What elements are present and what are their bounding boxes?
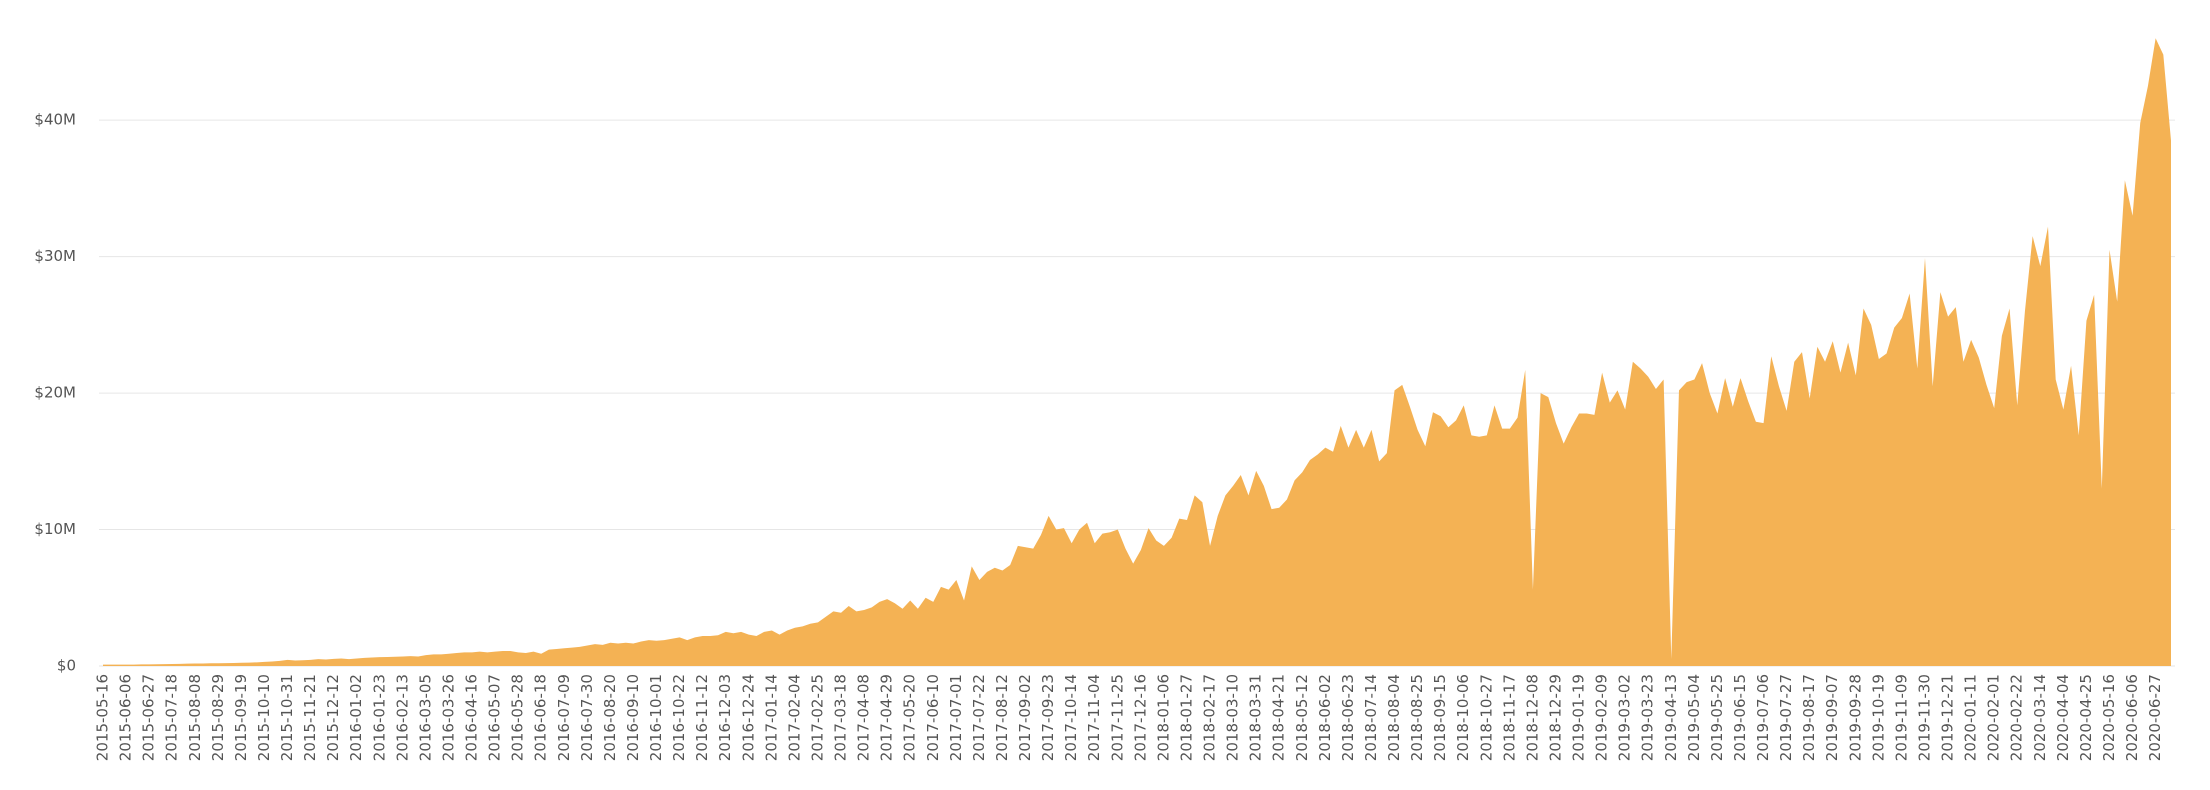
x-tick-label: 2016-10-01 — [647, 674, 665, 761]
x-tick-label: 2015-12-12 — [324, 674, 342, 761]
x-tick-label: 2018-11-17 — [1500, 674, 1518, 761]
x-tick-label: 2019-11-30 — [1915, 674, 1933, 761]
x-tick-label: 2018-08-04 — [1385, 674, 1403, 761]
x-tick-label: 2015-10-31 — [278, 674, 296, 761]
x-tick-label: 2020-05-16 — [2100, 674, 2118, 761]
x-tick-label: 2015-07-18 — [163, 674, 181, 761]
x-tick-label: 2020-04-25 — [2077, 674, 2095, 761]
x-tick-label: 2015-10-10 — [255, 674, 273, 761]
x-tick-label: 2019-01-19 — [1570, 674, 1588, 761]
x-tick-label: 2015-09-19 — [232, 674, 250, 761]
x-tick-label: 2016-12-03 — [716, 674, 734, 761]
x-tick-label: 2018-01-06 — [1154, 674, 1172, 761]
x-tick-label: 2018-05-12 — [1293, 674, 1311, 761]
x-tick-label: 2019-11-09 — [1892, 674, 1910, 761]
x-tick-label: 2020-06-06 — [2123, 674, 2141, 761]
x-tick-label: 2018-10-06 — [1454, 674, 1472, 761]
x-tick-label: 2017-10-14 — [1062, 674, 1080, 761]
x-tick-label: 2015-06-06 — [117, 674, 135, 761]
y-tick-label: $20M — [34, 384, 76, 402]
x-tick-label: 2018-04-21 — [1270, 674, 1288, 761]
y-tick-label: $30M — [34, 247, 76, 265]
x-tick-label: 2019-02-09 — [1593, 674, 1611, 761]
x-tick-label: 2017-02-04 — [785, 674, 803, 761]
x-tick-label: 2017-11-25 — [1108, 674, 1126, 761]
x-tick-label: 2018-12-08 — [1523, 674, 1541, 761]
x-tick-label: 2019-09-28 — [1846, 674, 1864, 761]
x-tick-label: 2017-08-12 — [993, 674, 1011, 761]
x-tick-label: 2016-02-13 — [393, 674, 411, 761]
x-tick-label: 2016-05-07 — [486, 674, 504, 761]
x-tick-label: 2020-02-22 — [2008, 674, 2026, 761]
x-tick-label: 2018-10-27 — [1477, 674, 1495, 761]
x-tick-label: 2016-08-20 — [601, 674, 619, 761]
x-tick-label: 2017-02-25 — [808, 674, 826, 761]
x-tick-label: 2019-05-25 — [1708, 674, 1726, 761]
x-tick-label: 2016-05-28 — [509, 674, 527, 761]
x-tick-label: 2020-02-01 — [1985, 674, 2003, 761]
x-tick-label: 2018-06-23 — [1339, 674, 1357, 761]
x-tick-label: 2017-05-20 — [901, 674, 919, 761]
x-tick-label: 2020-06-27 — [2146, 674, 2164, 761]
y-tick-label: $40M — [34, 111, 76, 129]
x-tick-label: 2018-02-17 — [1201, 674, 1219, 761]
x-tick-label: 2016-01-02 — [347, 674, 365, 761]
x-tick-label: 2017-12-16 — [1131, 674, 1149, 761]
x-tick-label: 2016-03-26 — [439, 674, 457, 761]
x-tick-label: 2016-10-22 — [670, 674, 688, 761]
x-tick-label: 2016-04-16 — [463, 674, 481, 761]
x-tick-label: 2019-12-21 — [1939, 674, 1957, 761]
x-tick-label: 2016-01-23 — [370, 674, 388, 761]
y-tick-label: $10M — [34, 520, 76, 538]
x-tick-label: 2018-07-14 — [1362, 674, 1380, 761]
x-tick-label: 2020-03-14 — [2031, 674, 2049, 761]
x-tick-label: 2019-06-15 — [1731, 674, 1749, 761]
x-tick-label: 2019-08-17 — [1800, 674, 1818, 761]
x-tick-label: 2019-03-23 — [1639, 674, 1657, 761]
x-tick-label: 2016-07-09 — [555, 674, 573, 761]
x-tick-label: 2015-08-08 — [186, 674, 204, 761]
x-tick-label: 2018-09-15 — [1431, 674, 1449, 761]
x-tick-label: 2017-04-08 — [855, 674, 873, 761]
x-tick-label: 2019-04-13 — [1662, 674, 1680, 761]
x-tick-label: 2017-01-14 — [762, 674, 780, 761]
x-tick-label: 2019-10-19 — [1869, 674, 1887, 761]
x-tick-label: 2018-03-31 — [1247, 674, 1265, 761]
area — [103, 38, 2171, 666]
x-tick-label: 2017-09-02 — [1016, 674, 1034, 761]
x-tick-label: 2018-01-27 — [1177, 674, 1195, 761]
x-tick-label: 2017-03-18 — [832, 674, 850, 761]
x-tick-label: 2016-06-18 — [532, 674, 550, 761]
x-tick-label: 2015-11-21 — [301, 674, 319, 761]
x-tick-label: 2019-07-27 — [1777, 674, 1795, 761]
x-tick-label: 2017-11-04 — [1085, 674, 1103, 761]
x-tick-label: 2015-06-27 — [140, 674, 158, 761]
x-tick-label: 2018-06-02 — [1316, 674, 1334, 761]
x-tick-label: 2016-11-12 — [693, 674, 711, 761]
x-tick-label: 2019-07-06 — [1754, 674, 1772, 761]
x-tick-label: 2018-08-25 — [1408, 674, 1426, 761]
x-tick-label: 2017-07-22 — [970, 674, 988, 761]
x-tick-label: 2020-01-11 — [1962, 674, 1980, 761]
x-tick-label: 2019-05-04 — [1685, 674, 1703, 761]
x-tick-label: 2016-09-10 — [624, 674, 642, 761]
x-tick-label: 2018-03-10 — [1224, 674, 1242, 761]
x-tick-label: 2016-07-30 — [578, 674, 596, 761]
x-tick-label: 2017-04-29 — [878, 674, 896, 761]
x-tick-label: 2020-04-04 — [2054, 674, 2072, 761]
x-tick-label: 2015-08-29 — [209, 674, 227, 761]
x-tick-label: 2018-12-29 — [1546, 674, 1564, 761]
x-tick-label: 2016-12-24 — [739, 674, 757, 761]
x-tick-label: 2016-03-05 — [416, 674, 434, 761]
x-tick-label: 2017-07-01 — [947, 674, 965, 761]
x-tick-label: 2015-05-16 — [94, 674, 112, 761]
x-tick-label: 2017-09-23 — [1039, 674, 1057, 761]
y-tick-label: $0 — [57, 657, 76, 675]
x-tick-label: 2019-09-07 — [1823, 674, 1841, 761]
x-tick-label: 2017-06-10 — [924, 674, 942, 761]
x-tick-label: 2019-03-02 — [1616, 674, 1634, 761]
